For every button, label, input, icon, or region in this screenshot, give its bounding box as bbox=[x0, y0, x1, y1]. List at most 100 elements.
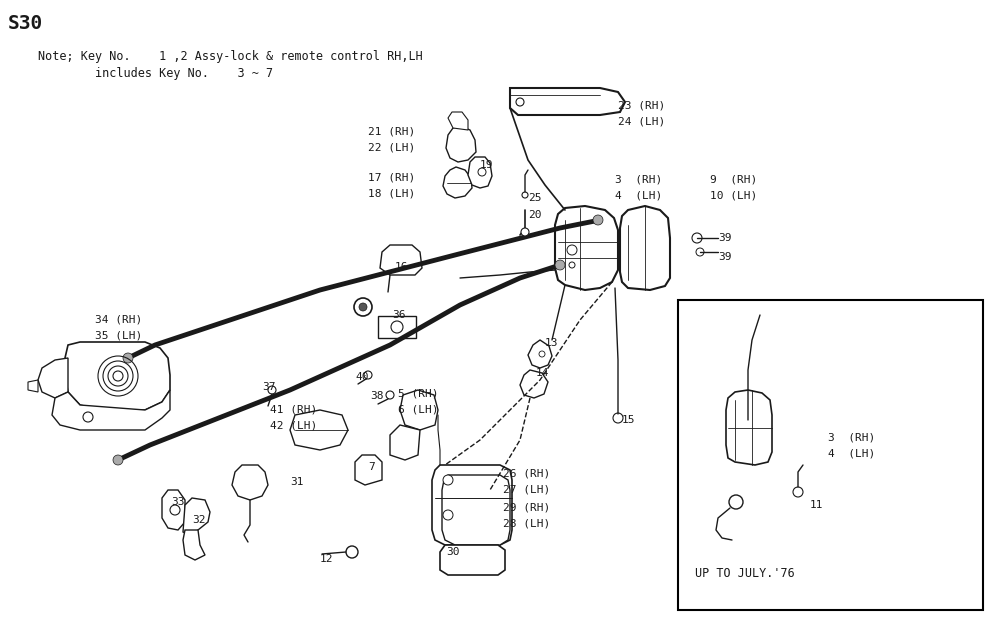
Circle shape bbox=[567, 245, 577, 255]
Polygon shape bbox=[528, 340, 552, 368]
Polygon shape bbox=[65, 342, 170, 410]
Circle shape bbox=[386, 391, 394, 399]
Text: 33: 33 bbox=[171, 497, 184, 507]
Polygon shape bbox=[38, 358, 68, 398]
Circle shape bbox=[443, 510, 453, 520]
Polygon shape bbox=[28, 380, 38, 392]
Circle shape bbox=[268, 386, 276, 394]
Polygon shape bbox=[620, 206, 670, 290]
Circle shape bbox=[539, 351, 545, 357]
Text: Note; Key No.    1 ,2 Assy-lock & remote control RH,LH: Note; Key No. 1 ,2 Assy-lock & remote co… bbox=[38, 50, 423, 63]
Polygon shape bbox=[442, 475, 510, 545]
Circle shape bbox=[696, 248, 704, 256]
Circle shape bbox=[478, 168, 486, 176]
Text: 3  (RH): 3 (RH) bbox=[615, 174, 662, 184]
Text: 20: 20 bbox=[528, 210, 541, 220]
Polygon shape bbox=[355, 455, 382, 485]
Polygon shape bbox=[468, 157, 492, 188]
Text: 30: 30 bbox=[446, 547, 460, 557]
Polygon shape bbox=[446, 126, 476, 162]
Text: 11: 11 bbox=[810, 500, 824, 510]
Polygon shape bbox=[390, 425, 420, 460]
Circle shape bbox=[593, 215, 603, 225]
Polygon shape bbox=[162, 490, 185, 530]
Text: UP TO JULY.'76: UP TO JULY.'76 bbox=[695, 567, 795, 580]
Text: 4  (LH): 4 (LH) bbox=[615, 190, 662, 200]
Text: 15: 15 bbox=[622, 415, 635, 425]
Circle shape bbox=[170, 505, 180, 515]
Circle shape bbox=[522, 192, 528, 198]
Circle shape bbox=[692, 233, 702, 243]
Text: 19: 19 bbox=[480, 160, 494, 170]
Text: 32: 32 bbox=[192, 515, 205, 525]
Text: S30: S30 bbox=[8, 14, 44, 33]
Text: 36: 36 bbox=[392, 310, 405, 320]
Circle shape bbox=[113, 455, 123, 465]
Circle shape bbox=[359, 303, 367, 311]
Circle shape bbox=[793, 487, 803, 497]
Text: 40: 40 bbox=[355, 372, 369, 382]
Polygon shape bbox=[510, 88, 625, 115]
Text: 24 (LH): 24 (LH) bbox=[618, 116, 665, 126]
Text: 31: 31 bbox=[290, 477, 303, 487]
Polygon shape bbox=[520, 370, 548, 398]
Text: 21 (RH): 21 (RH) bbox=[368, 127, 415, 137]
Text: 42 (LH): 42 (LH) bbox=[270, 420, 317, 430]
Text: includes Key No.    3 ~ 7: includes Key No. 3 ~ 7 bbox=[38, 67, 274, 80]
Text: 26 (RH): 26 (RH) bbox=[503, 468, 550, 478]
Text: 37: 37 bbox=[262, 382, 275, 392]
Circle shape bbox=[521, 228, 529, 236]
Circle shape bbox=[555, 260, 565, 270]
Polygon shape bbox=[183, 530, 205, 560]
Polygon shape bbox=[400, 390, 438, 430]
Text: 18 (LH): 18 (LH) bbox=[368, 188, 415, 198]
Polygon shape bbox=[555, 206, 618, 290]
Polygon shape bbox=[183, 498, 210, 535]
Text: 34 (RH): 34 (RH) bbox=[95, 315, 143, 325]
Circle shape bbox=[613, 413, 623, 423]
Text: 9  (RH): 9 (RH) bbox=[710, 174, 757, 184]
Circle shape bbox=[516, 98, 524, 106]
Bar bbox=[378, 316, 416, 338]
Circle shape bbox=[443, 475, 453, 485]
Polygon shape bbox=[440, 545, 505, 575]
Polygon shape bbox=[232, 465, 268, 500]
Text: 23 (RH): 23 (RH) bbox=[618, 100, 665, 110]
Circle shape bbox=[346, 546, 358, 558]
Circle shape bbox=[729, 495, 743, 509]
Polygon shape bbox=[726, 390, 772, 465]
Text: 41 (RH): 41 (RH) bbox=[270, 404, 317, 414]
Polygon shape bbox=[290, 410, 348, 450]
Text: 3  (RH): 3 (RH) bbox=[828, 432, 875, 442]
Text: 17 (RH): 17 (RH) bbox=[368, 172, 415, 182]
Text: 29 (RH): 29 (RH) bbox=[503, 503, 550, 513]
Polygon shape bbox=[432, 465, 512, 545]
Text: 7: 7 bbox=[368, 462, 375, 472]
Text: 6 (LH): 6 (LH) bbox=[398, 405, 438, 415]
Circle shape bbox=[569, 262, 575, 268]
Text: 38: 38 bbox=[370, 391, 384, 401]
Text: 13: 13 bbox=[545, 338, 559, 348]
Text: 39: 39 bbox=[718, 252, 731, 262]
Text: 27 (LH): 27 (LH) bbox=[503, 484, 550, 494]
Circle shape bbox=[123, 353, 133, 363]
Bar bbox=[678, 300, 983, 610]
Polygon shape bbox=[448, 112, 468, 130]
Circle shape bbox=[113, 371, 123, 381]
Text: 25: 25 bbox=[528, 193, 541, 203]
Text: 22 (LH): 22 (LH) bbox=[368, 143, 415, 153]
Text: 28 (LH): 28 (LH) bbox=[503, 519, 550, 529]
Text: 35 (LH): 35 (LH) bbox=[95, 331, 143, 341]
Text: 12: 12 bbox=[320, 554, 334, 564]
Text: 5 (RH): 5 (RH) bbox=[398, 389, 438, 399]
Circle shape bbox=[83, 412, 93, 422]
Circle shape bbox=[354, 298, 372, 316]
Polygon shape bbox=[380, 245, 422, 275]
Polygon shape bbox=[443, 167, 472, 198]
Text: 10 (LH): 10 (LH) bbox=[710, 190, 757, 200]
Polygon shape bbox=[52, 390, 170, 430]
Text: 16: 16 bbox=[395, 262, 408, 272]
Circle shape bbox=[391, 321, 403, 333]
Text: 14: 14 bbox=[536, 368, 549, 378]
Circle shape bbox=[364, 371, 372, 379]
